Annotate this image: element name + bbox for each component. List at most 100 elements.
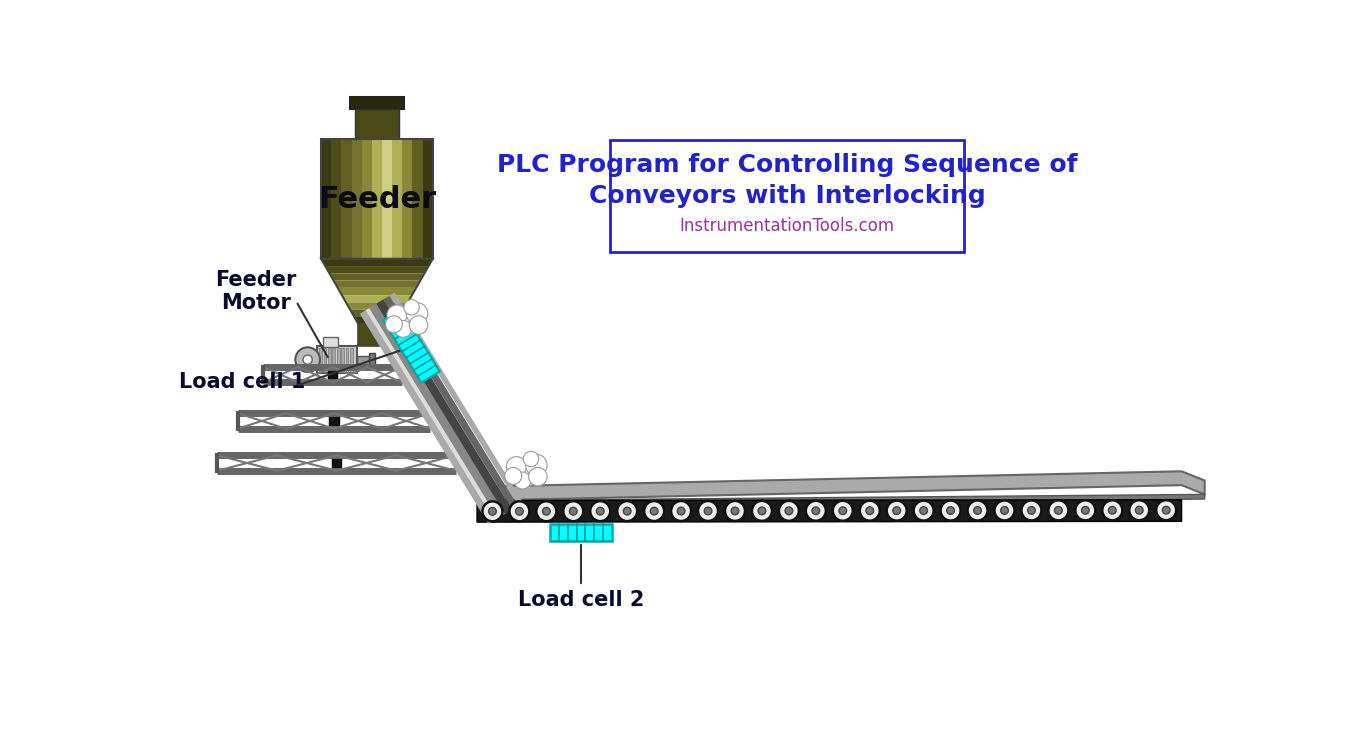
Circle shape xyxy=(785,507,793,515)
Circle shape xyxy=(758,507,766,515)
Circle shape xyxy=(677,507,685,515)
Bar xyxy=(321,139,433,259)
Bar xyxy=(351,139,362,259)
Bar xyxy=(342,348,344,372)
Circle shape xyxy=(753,501,772,521)
Text: Load cell 1: Load cell 1 xyxy=(179,372,305,392)
Circle shape xyxy=(537,501,556,521)
Circle shape xyxy=(526,455,546,476)
Circle shape xyxy=(887,501,907,520)
Circle shape xyxy=(386,305,407,325)
Polygon shape xyxy=(384,309,439,383)
Bar xyxy=(323,337,339,347)
Circle shape xyxy=(410,315,427,335)
Circle shape xyxy=(1055,507,1062,514)
Bar xyxy=(358,324,396,346)
Bar xyxy=(551,523,612,541)
Polygon shape xyxy=(477,471,1204,501)
Circle shape xyxy=(514,460,540,486)
Circle shape xyxy=(892,507,900,515)
Circle shape xyxy=(1130,500,1150,520)
Bar xyxy=(328,348,331,372)
Bar xyxy=(317,346,357,373)
Circle shape xyxy=(941,501,960,520)
Circle shape xyxy=(1075,500,1096,520)
Bar xyxy=(330,411,339,430)
Bar xyxy=(350,348,353,372)
Circle shape xyxy=(946,507,955,515)
Bar xyxy=(332,454,342,472)
Circle shape xyxy=(839,507,846,515)
Circle shape xyxy=(563,501,583,521)
Circle shape xyxy=(624,507,631,515)
Circle shape xyxy=(919,507,928,515)
Polygon shape xyxy=(346,302,408,310)
Bar xyxy=(382,139,392,259)
Polygon shape xyxy=(350,310,404,317)
Circle shape xyxy=(296,347,320,372)
Polygon shape xyxy=(330,273,424,280)
Circle shape xyxy=(1135,507,1143,514)
Circle shape xyxy=(395,321,412,337)
Circle shape xyxy=(488,507,496,515)
Bar xyxy=(369,353,374,367)
Circle shape xyxy=(651,507,658,515)
Circle shape xyxy=(529,468,546,486)
Circle shape xyxy=(1021,501,1041,520)
Circle shape xyxy=(570,507,578,515)
Circle shape xyxy=(542,507,551,515)
Circle shape xyxy=(994,501,1014,520)
Circle shape xyxy=(1102,500,1123,520)
Polygon shape xyxy=(338,288,416,295)
Bar xyxy=(610,141,964,252)
Bar xyxy=(331,139,342,259)
Circle shape xyxy=(866,507,873,515)
Bar xyxy=(403,139,412,259)
Text: PLC Program for Controlling Sequence of
Conveyors with Interlocking: PLC Program for Controlling Sequence of … xyxy=(498,153,1078,208)
Circle shape xyxy=(974,507,982,515)
Circle shape xyxy=(860,501,880,520)
Bar xyxy=(346,348,348,372)
Polygon shape xyxy=(321,259,433,266)
Circle shape xyxy=(395,308,420,335)
Circle shape xyxy=(644,501,664,521)
Text: Feeder: Feeder xyxy=(317,184,437,214)
Bar xyxy=(328,365,338,384)
Circle shape xyxy=(510,501,529,521)
Bar xyxy=(324,348,327,372)
Text: Feeder
Motor: Feeder Motor xyxy=(216,270,297,313)
Circle shape xyxy=(805,501,826,520)
Bar xyxy=(355,108,399,139)
Polygon shape xyxy=(477,494,1204,505)
Polygon shape xyxy=(334,280,420,288)
Circle shape xyxy=(1048,501,1069,520)
Circle shape xyxy=(404,299,419,315)
Circle shape xyxy=(385,315,403,333)
Text: InstrumentationTools.com: InstrumentationTools.com xyxy=(679,217,895,236)
Circle shape xyxy=(725,501,744,521)
Bar xyxy=(321,139,331,259)
Bar xyxy=(350,97,404,108)
Circle shape xyxy=(1162,507,1170,514)
Circle shape xyxy=(523,452,538,467)
Circle shape xyxy=(671,501,692,521)
Circle shape xyxy=(1108,507,1116,514)
Circle shape xyxy=(704,507,712,515)
Circle shape xyxy=(597,507,603,515)
Circle shape xyxy=(1157,500,1176,520)
Circle shape xyxy=(812,507,819,515)
Circle shape xyxy=(833,501,853,520)
Circle shape xyxy=(506,457,526,477)
Polygon shape xyxy=(342,295,412,302)
Circle shape xyxy=(302,355,312,365)
Circle shape xyxy=(483,501,503,521)
Polygon shape xyxy=(325,266,428,273)
Circle shape xyxy=(504,468,522,485)
Bar xyxy=(342,139,351,259)
Text: Load cell 2: Load cell 2 xyxy=(518,590,644,610)
Circle shape xyxy=(617,501,637,521)
Bar xyxy=(362,139,372,259)
Circle shape xyxy=(590,501,610,521)
Bar xyxy=(319,348,321,372)
Bar xyxy=(372,139,382,259)
